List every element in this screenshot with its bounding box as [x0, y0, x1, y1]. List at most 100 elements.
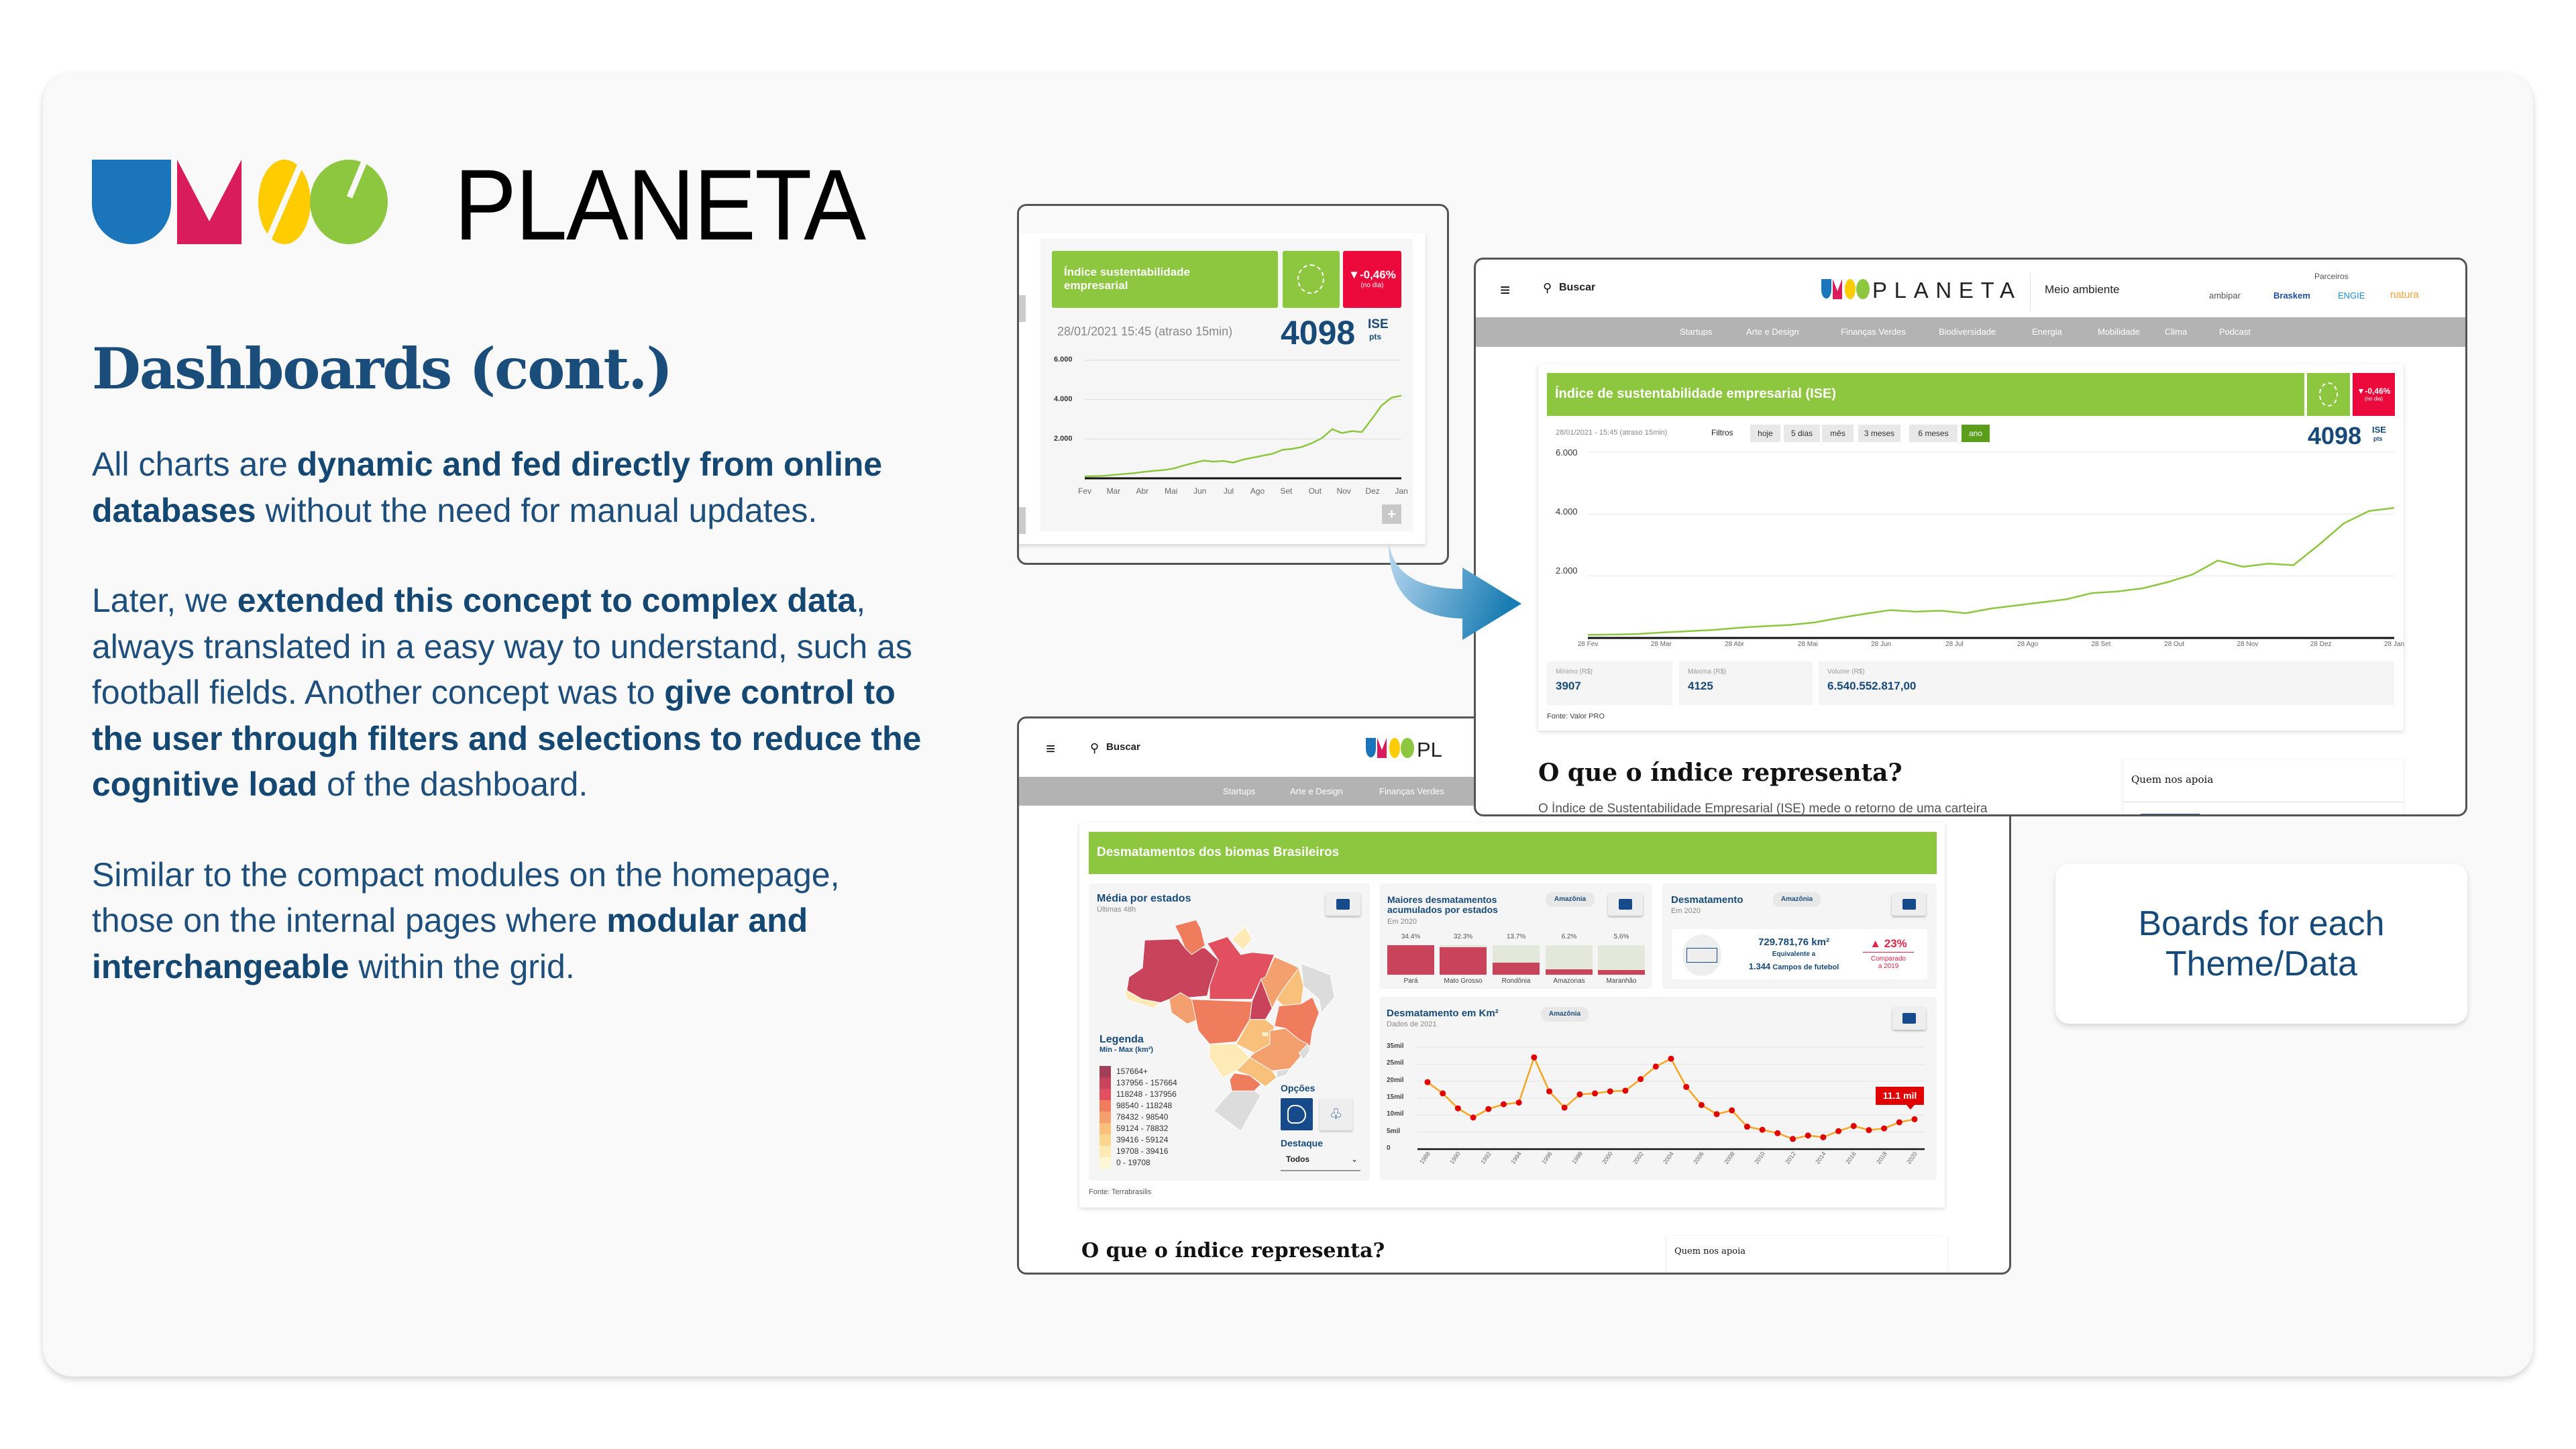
legend-swatch: [1099, 1134, 1111, 1146]
nav-item[interactable]: Finanças Verdes: [1841, 327, 1906, 337]
bar[interactable]: [1493, 963, 1540, 975]
data-point-1992[interactable]: [1485, 1106, 1492, 1112]
nav-item-arte-design[interactable]: Arte e Design: [1290, 786, 1343, 796]
data-point-2000[interactable]: [1607, 1088, 1613, 1095]
fields-count: 1.344: [1748, 961, 1771, 971]
state-DF[interactable]: [1262, 1032, 1269, 1036]
bar[interactable]: [1598, 969, 1645, 975]
download-image-button[interactable]: [1326, 893, 1360, 916]
data-point-2008[interactable]: [1729, 1107, 1735, 1114]
data-point-2015[interactable]: [1835, 1128, 1842, 1134]
nav-item[interactable]: Energia: [2032, 327, 2062, 337]
data-point-2006[interactable]: [1698, 1102, 1705, 1108]
partner-logo-braskem[interactable]: Braskem: [2273, 290, 2310, 301]
state-S[interactable]: [1213, 1090, 1262, 1132]
data-point-1994[interactable]: [1515, 1099, 1522, 1106]
data-point-1996[interactable]: [1546, 1088, 1552, 1095]
search-icon[interactable]: ⚲: [1543, 281, 1552, 294]
download-image-button[interactable]: [1608, 893, 1643, 916]
y-tick-label: 25mil: [1387, 1059, 1404, 1067]
bar[interactable]: [1387, 945, 1434, 975]
highlight-select[interactable]: Todos ⌄: [1281, 1153, 1360, 1171]
nav-item[interactable]: Podcast: [2219, 327, 2251, 337]
data-point-2014[interactable]: [1820, 1134, 1827, 1140]
x-tick-label: 28 Nov: [2237, 641, 2259, 648]
data-point-2012[interactable]: [1790, 1136, 1796, 1142]
state-NE[interactable]: [1301, 963, 1336, 1014]
data-point-2005[interactable]: [1683, 1083, 1690, 1090]
nav-item-financas-verdes[interactable]: Finanças Verdes: [1379, 786, 1444, 796]
site-logo[interactable]: PL: [1366, 738, 1460, 761]
data-point-1990[interactable]: [1454, 1105, 1461, 1112]
state-RJ[interactable]: [1276, 1068, 1291, 1078]
bar[interactable]: [1440, 947, 1487, 975]
stat-label: Volume (R$): [1827, 668, 1865, 676]
download-image-button[interactable]: [1892, 1007, 1926, 1030]
state-BA[interactable]: [1274, 996, 1320, 1047]
section-label[interactable]: Meio ambiente: [2045, 283, 2120, 296]
nav-item-startups[interactable]: Startups: [1223, 786, 1256, 796]
partner-logo-natura[interactable]: natura: [2390, 289, 2419, 301]
text-bold: extended this concept to complex data: [237, 582, 857, 619]
search-button[interactable]: Buscar: [1559, 282, 1596, 293]
data-point-1989[interactable]: [1440, 1090, 1446, 1097]
data-point-2018[interactable]: [1881, 1125, 1888, 1132]
data-point-1991[interactable]: [1470, 1114, 1477, 1121]
callout-card: Boards for each Theme/Data: [2055, 864, 2467, 1024]
state-SP[interactable]: [1236, 1057, 1277, 1087]
data-point-2003[interactable]: [1652, 1063, 1659, 1070]
nav-item[interactable]: Clima: [2165, 327, 2188, 337]
data-point-2001[interactable]: [1622, 1087, 1629, 1094]
bar-category-label: Mato Grosso: [1444, 977, 1483, 985]
map-view-toggle[interactable]: [1281, 1098, 1313, 1130]
filter-6-meses[interactable]: 6 meses: [1909, 425, 1957, 442]
nav-item[interactable]: Startups: [1680, 327, 1713, 337]
hamburger-icon[interactable]: ≡: [1500, 280, 1511, 300]
data-point-2017[interactable]: [1866, 1127, 1872, 1134]
legend-label: 118248 - 137956: [1116, 1089, 1177, 1099]
data-point-1997[interactable]: [1561, 1104, 1568, 1111]
state-AC[interactable]: [1124, 988, 1161, 1009]
data-point-2010[interactable]: [1759, 1126, 1766, 1133]
data-point-1998[interactable]: [1576, 1091, 1583, 1097]
filter-hoje[interactable]: hoje: [1750, 425, 1780, 442]
filter-ano[interactable]: ano: [1962, 425, 1990, 442]
data-point-1999[interactable]: [1592, 1090, 1599, 1097]
search-button[interactable]: Buscar: [1106, 741, 1140, 753]
data-point-1995[interactable]: [1531, 1054, 1538, 1061]
data-point-2007[interactable]: [1713, 1111, 1720, 1118]
download-image-button[interactable]: [1892, 893, 1926, 916]
data-point-2016[interactable]: [1850, 1123, 1857, 1130]
filter-5-dias[interactable]: 5 dias: [1784, 425, 1820, 442]
biome-view-toggle[interactable]: ♧: [1320, 1098, 1352, 1130]
data-point-2019[interactable]: [1896, 1119, 1902, 1126]
data-point-1988[interactable]: [1424, 1079, 1431, 1085]
nav-item[interactable]: Mobilidade: [2098, 327, 2140, 337]
data-point-2020[interactable]: [1911, 1116, 1918, 1122]
data-point-2013[interactable]: [1805, 1132, 1811, 1139]
state-RR[interactable]: [1174, 919, 1205, 955]
state-AP[interactable]: [1231, 926, 1252, 951]
data-point-2004[interactable]: [1668, 1055, 1674, 1062]
partner-logo-ambipar[interactable]: ambipar: [2209, 290, 2241, 301]
bar-category-label: Pará: [1403, 977, 1418, 985]
search-icon[interactable]: ⚲: [1090, 741, 1099, 755]
data-point-2009[interactable]: [1743, 1124, 1750, 1130]
x-tick-label: Jun: [1193, 486, 1207, 496]
nav-item[interactable]: Biodiversidade: [1939, 327, 1996, 337]
nav-item[interactable]: Arte e Design: [1746, 327, 1799, 337]
state-ES[interactable]: [1298, 1043, 1311, 1061]
logo-mark-icon: [92, 160, 388, 244]
expand-button[interactable]: +: [1382, 504, 1401, 524]
x-tick-label: Ago: [1250, 486, 1265, 496]
bar[interactable]: [1546, 969, 1593, 975]
data-point-1993[interactable]: [1500, 1101, 1507, 1108]
partner-logo-engie[interactable]: ENGIE: [2338, 290, 2365, 301]
site-logo[interactable]: PLANETA: [1821, 278, 2016, 303]
data-point-2002[interactable]: [1638, 1076, 1644, 1083]
filter-mês[interactable]: mês: [1822, 425, 1854, 442]
filter-3-meses[interactable]: 3 meses: [1858, 425, 1900, 442]
brazil-choropleth-map[interactable]: [1075, 874, 1384, 1210]
data-point-2011[interactable]: [1774, 1130, 1781, 1136]
hamburger-icon[interactable]: ≡: [1046, 740, 1056, 758]
